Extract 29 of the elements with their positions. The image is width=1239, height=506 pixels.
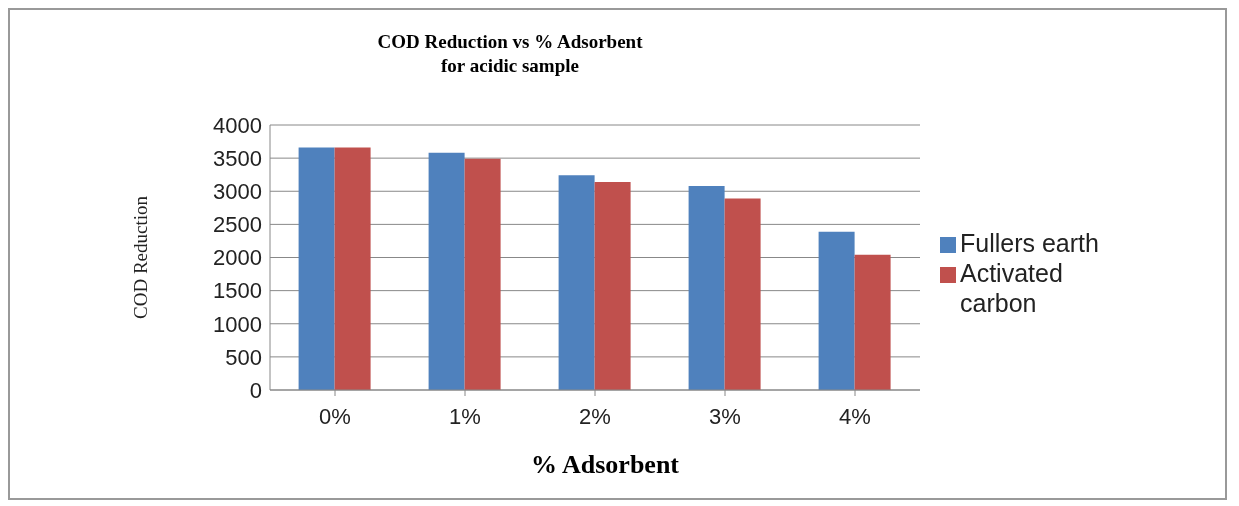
bar	[334, 147, 371, 390]
bar	[594, 181, 631, 390]
bar	[818, 231, 855, 390]
legend-label: Activated carbon	[960, 257, 1064, 318]
y-tick-label: 1000	[213, 311, 262, 337]
y-tick-label: 3500	[213, 145, 262, 171]
y-tick-label: 2500	[213, 212, 262, 238]
bar	[724, 198, 761, 390]
bar	[298, 147, 335, 390]
y-tick-label: 500	[225, 344, 262, 370]
chart-title: COD Reduction vs % Adsorbent for acidic sample	[376, 30, 644, 78]
x-axis-title: % Adsorbent	[529, 450, 681, 480]
y-tick-label: 2000	[213, 245, 262, 271]
legend-label: Fullers earth	[960, 227, 1100, 258]
bar	[688, 185, 725, 390]
y-tick-label: 4000	[213, 112, 262, 138]
x-tick-label: 0%	[319, 403, 351, 429]
bar	[428, 152, 465, 390]
bar	[558, 175, 595, 390]
y-axis-title: COD Reduction	[129, 195, 151, 319]
y-tick-label: 1500	[213, 278, 262, 304]
bar	[854, 254, 891, 390]
x-tick-label: 2%	[579, 403, 611, 429]
y-tick-label: 3000	[213, 179, 262, 205]
x-tick-label: 4%	[839, 403, 871, 429]
y-tick-label: 0	[249, 377, 262, 403]
bar	[464, 158, 501, 390]
x-tick-label: 3%	[709, 403, 741, 429]
x-tick-label: 1%	[449, 403, 481, 429]
